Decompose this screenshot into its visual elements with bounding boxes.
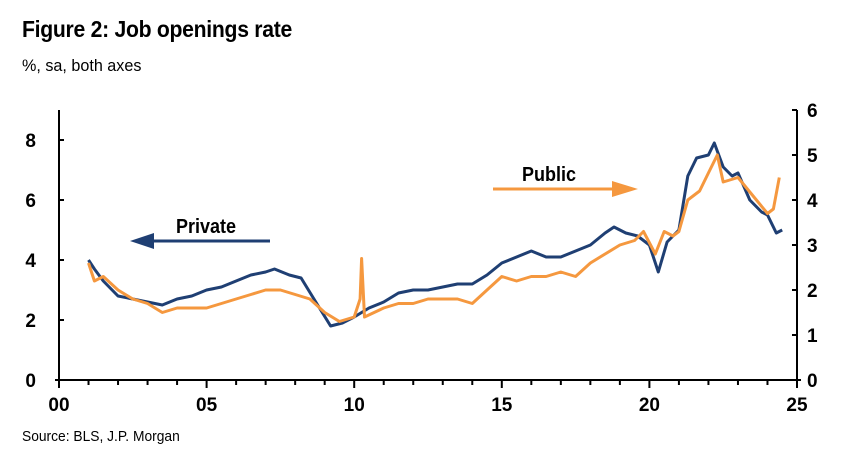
x-tick-label: 10 (344, 395, 365, 416)
right-y-tick-label: 4 (807, 191, 818, 212)
right-y-tick-label: 1 (807, 326, 818, 347)
right-y-tick-label: 6 (807, 101, 818, 122)
left-y-tick-label: 2 (25, 311, 36, 332)
annotation-public-arrow-head (612, 181, 638, 197)
chart-subtitle: %, sa, both axes (22, 56, 142, 75)
right-y-tick-label: 3 (807, 236, 818, 257)
right-y-tick-label: 5 (807, 146, 818, 167)
x-tick-label: 00 (48, 395, 69, 416)
annotation-private-arrow-head (130, 233, 154, 249)
x-tick-label: 15 (491, 395, 513, 416)
right-y-tick-label: 0 (807, 371, 818, 392)
annotation-private-label: Private (176, 216, 236, 238)
left-y-tick-label: 4 (25, 251, 36, 272)
x-tick-label: 25 (786, 395, 808, 416)
x-tick-label: 20 (639, 395, 660, 416)
x-tick-label: 05 (196, 395, 218, 416)
annotation-public-label: Public (522, 164, 576, 186)
series-line-public (87, 153, 781, 323)
series-line-private (87, 141, 783, 328)
left-y-tick-label: 6 (25, 191, 36, 212)
chart-title: Figure 2: Job openings rate (22, 16, 293, 42)
left-y-tick-label: 0 (25, 371, 36, 392)
left-y-tick-label: 8 (25, 131, 36, 152)
source-note: Source: BLS, J.P. Morgan (22, 428, 180, 445)
right-y-tick-label: 2 (807, 281, 818, 302)
